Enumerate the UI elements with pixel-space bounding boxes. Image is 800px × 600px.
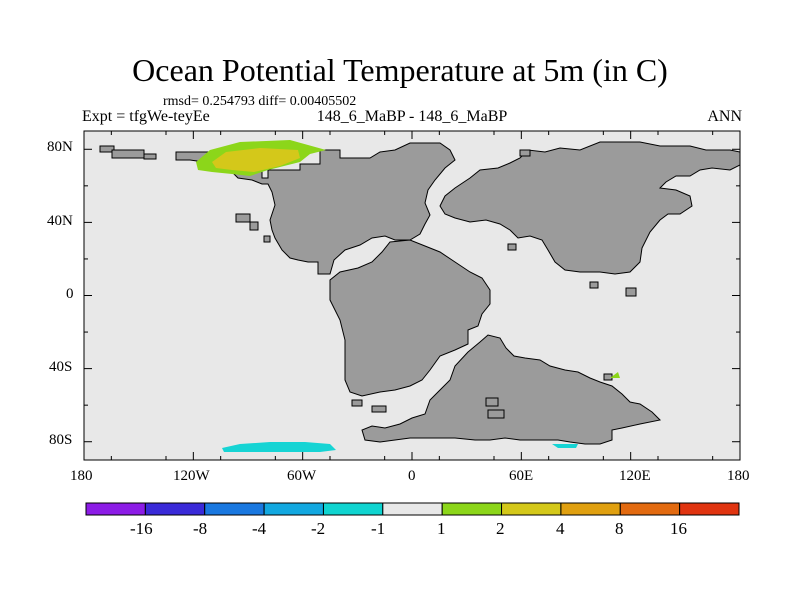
island-pacific-2 xyxy=(249,221,259,231)
island-south-5 xyxy=(487,409,505,419)
season-label: ANN xyxy=(707,108,742,125)
landmass-antarctica-australia xyxy=(361,334,662,445)
case-label: 148_6_MaBP - 148_6_MaBP xyxy=(316,108,508,125)
x-tick-label: 60W xyxy=(287,468,317,484)
x-tick-label: 60E xyxy=(509,468,534,484)
x-tick-label: 180 xyxy=(70,468,93,484)
colorbar xyxy=(85,502,740,516)
colorbar-label: 4 xyxy=(556,519,565,538)
island-south-1 xyxy=(351,399,363,407)
island-tethys-3 xyxy=(625,287,637,297)
island-arctic-2 xyxy=(111,149,145,159)
colorbar-label: -4 xyxy=(252,519,267,538)
colorbar-label: 8 xyxy=(615,519,624,538)
colorbar-swatch xyxy=(441,502,503,516)
colorbar-label: 2 xyxy=(496,519,505,538)
y-tick-label: 80N xyxy=(47,139,73,155)
anomaly-green-south xyxy=(610,372,620,378)
y-tick-label: 40N xyxy=(47,213,73,229)
colorbar-label: -8 xyxy=(193,519,208,538)
x-tick-label: 120W xyxy=(173,468,210,484)
colorbar-label: -16 xyxy=(130,519,153,538)
island-south-4 xyxy=(485,397,499,407)
island-south-3 xyxy=(603,373,613,381)
colorbar-swatch xyxy=(382,502,443,516)
island-tethys-1 xyxy=(507,243,517,251)
island-south-2 xyxy=(371,405,387,413)
colorbar-label: -2 xyxy=(311,519,326,538)
colorbar-swatch xyxy=(85,502,146,516)
experiment-label: Expt = tfgWe-teyEe xyxy=(82,108,210,125)
anomaly-cyan-south-pacific xyxy=(222,442,336,452)
stats-line: rmsd= 0.254793 diff= 0.00405502 xyxy=(163,94,357,109)
landmasses xyxy=(99,141,741,445)
island-tethys-2 xyxy=(589,281,599,289)
colorbar-swatch xyxy=(619,502,681,516)
island-arctic-3 xyxy=(143,153,157,160)
x-tick-label: 120E xyxy=(619,468,651,484)
colorbar-swatch xyxy=(322,502,384,516)
colorbar-label: 16 xyxy=(670,519,687,538)
y-tick-label: 80S xyxy=(49,432,73,448)
x-tick-label: 180 xyxy=(727,468,750,484)
landmass-africa-south-america xyxy=(329,239,491,397)
colorbar-label: 1 xyxy=(437,519,446,538)
island-pacific-3 xyxy=(263,235,271,243)
anomaly-cyan-south-east xyxy=(552,444,578,448)
anomaly-patches xyxy=(196,140,620,452)
colorbar-swatch xyxy=(501,502,562,516)
landmass-north-america xyxy=(175,142,456,275)
plot-title: Ocean Potential Temperature at 5m (in C) xyxy=(132,52,668,88)
colorbar-swatch xyxy=(560,502,621,516)
y-tick-label: 0 xyxy=(66,286,74,302)
anomaly-yellow-arctic xyxy=(212,148,300,172)
island-pacific-1 xyxy=(235,213,251,223)
island-arctic-1 xyxy=(99,145,115,153)
landmass-eurasia xyxy=(439,141,741,275)
colorbar-label: -1 xyxy=(371,519,386,538)
island-arctic-4 xyxy=(519,149,531,157)
axis-ticks xyxy=(83,131,741,460)
colorbar-swatch xyxy=(144,502,206,516)
x-tick-label: 0 xyxy=(408,468,416,484)
colorbar-swatch xyxy=(204,502,265,516)
colorbar-swatch xyxy=(263,502,324,516)
colorbar-swatch xyxy=(679,502,740,516)
y-tick-label: 40S xyxy=(49,359,73,375)
